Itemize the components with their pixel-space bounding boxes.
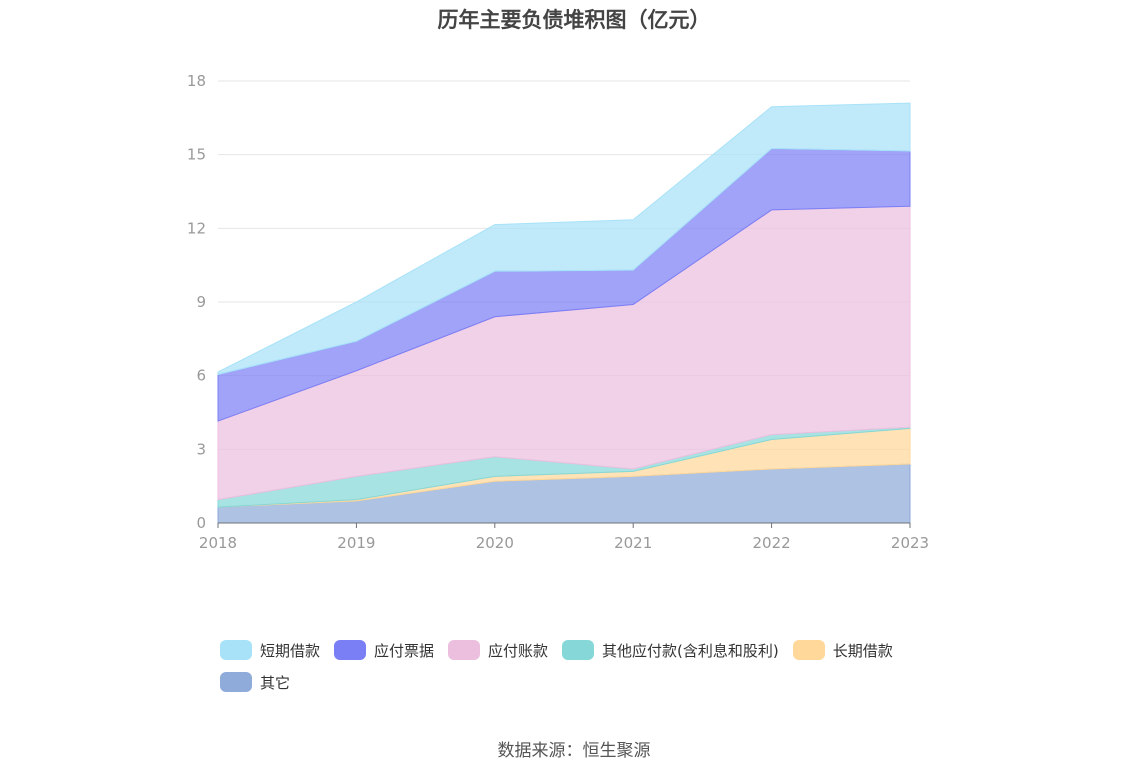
x-tick-label: 2020 [476,534,514,552]
area-短期借款 [217,102,911,376]
legend-label: 长期借款 [832,641,893,660]
x-tick-label: 2018 [199,534,237,552]
legend-item[interactable]: 长期借款 [792,638,893,662]
x-tick-label: 2019 [337,534,375,552]
legend-label: 短期借款 [260,641,321,660]
y-tick-label: 3 [196,440,206,458]
legend-swatch [220,672,252,692]
legend-item[interactable]: 短期借款 [220,638,320,662]
legend-swatch [448,640,481,660]
y-tick-label: 15 [187,146,206,164]
legend-item[interactable]: 应付账款 [448,638,548,662]
legend-item[interactable]: 应付票据 [334,638,434,662]
legend-label: 其它 [260,673,291,692]
legend-label: 应付账款 [488,641,549,660]
x-tick-label: 2021 [614,534,652,552]
legend-item[interactable]: 其它 [220,670,290,694]
y-tick-label: 0 [196,514,206,532]
data-source-note: 数据来源：恒生聚源 [497,741,651,761]
chart-title: 历年主要负债堆积图（亿元） [437,8,711,32]
legend-label: 应付票据 [374,641,435,660]
legend-item[interactable]: 其他应付款(含利息和股利) [562,638,779,662]
legend-swatch [792,640,825,660]
legend-swatch [562,640,595,660]
y-tick-label: 18 [187,72,206,90]
legend: 短期借款 应付票据 应付账款 其他应付款(含利息和股利) 长期借款其它 [220,638,940,702]
y-tick-label: 9 [196,293,206,311]
axes: 0 3 6 9 12 15 18 2018 2019 2020 2021 2022 2023 [187,72,929,552]
legend-swatch [220,640,252,660]
legend-swatch [334,640,367,660]
y-tick-label: 12 [187,219,206,237]
legend-label: 其他应付款(含利息和股利) [602,641,779,660]
area-series-group [217,102,911,524]
y-tick-label: 6 [196,367,206,385]
x-tick-label: 2023 [891,534,929,552]
x-tick-label: 2022 [753,534,791,552]
